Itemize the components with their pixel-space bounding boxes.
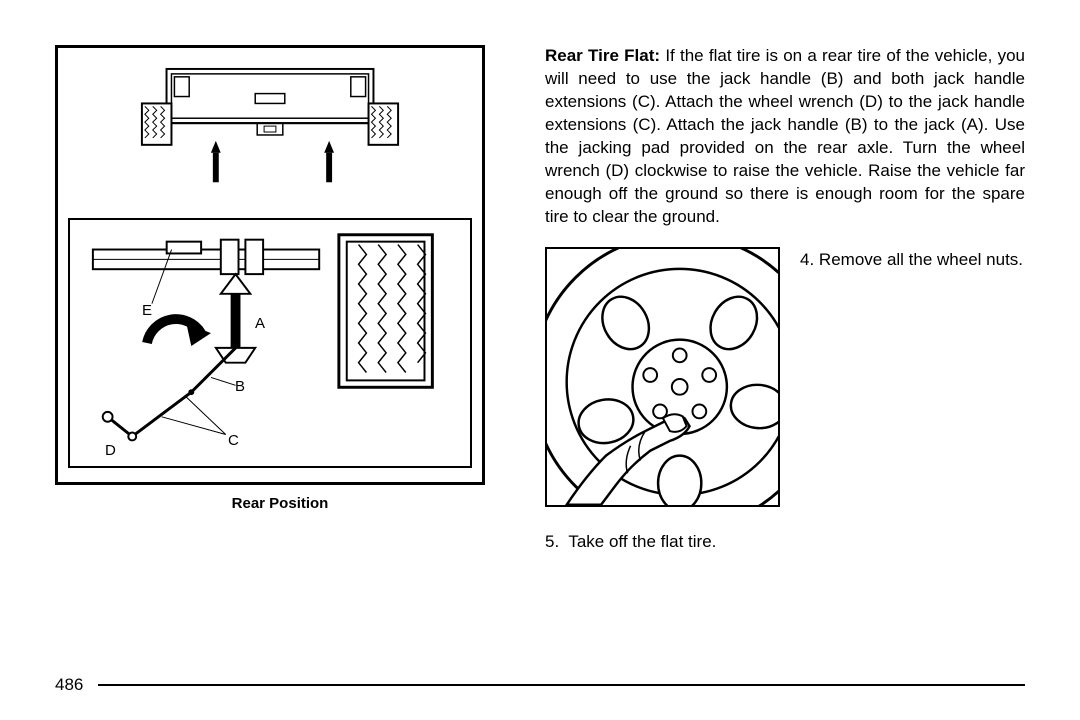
step-5: 5. Take off the flat tire. [545, 532, 1025, 552]
left-column: E A B C D Rear Position [55, 45, 505, 645]
instruction-heading: Rear Tire Flat: [545, 46, 660, 65]
diagram-caption: Rear Position [55, 495, 505, 512]
jack-detail-box: E A B C D [68, 218, 472, 468]
right-column: Rear Tire Flat: If the flat tire is on a… [545, 45, 1025, 645]
instruction-paragraph: Rear Tire Flat: If the flat tire is on a… [545, 45, 1025, 229]
step-5-body: Take off the flat tire. [568, 532, 716, 551]
label-b: B [235, 378, 245, 395]
step-4-text: 4. Remove all the wheel nuts. [800, 247, 1023, 507]
page-content: E A B C D Rear Position Rear Tire Flat: … [55, 45, 1025, 645]
instruction-body: If the flat tire is on a rear tire of th… [545, 46, 1025, 226]
page-footer: 486 [55, 675, 1025, 695]
jack-detail-svg [70, 220, 470, 466]
step-4-number: 4. [800, 250, 814, 269]
label-d: D [105, 442, 116, 459]
diagram-rear-position: E A B C D [55, 45, 485, 485]
wheel-svg [547, 249, 778, 505]
label-a: A [255, 315, 265, 332]
step-5-number: 5. [545, 532, 559, 551]
step-4-row: 4. Remove all the wheel nuts. [545, 247, 1025, 507]
label-c: C [228, 432, 239, 449]
step-4-body: Remove all the wheel nuts. [819, 250, 1023, 269]
label-e: E [142, 302, 152, 319]
footer-rule [98, 684, 1025, 686]
truck-rear-svg [68, 58, 472, 208]
wheel-nuts-diagram [545, 247, 780, 507]
page-number: 486 [55, 675, 83, 695]
